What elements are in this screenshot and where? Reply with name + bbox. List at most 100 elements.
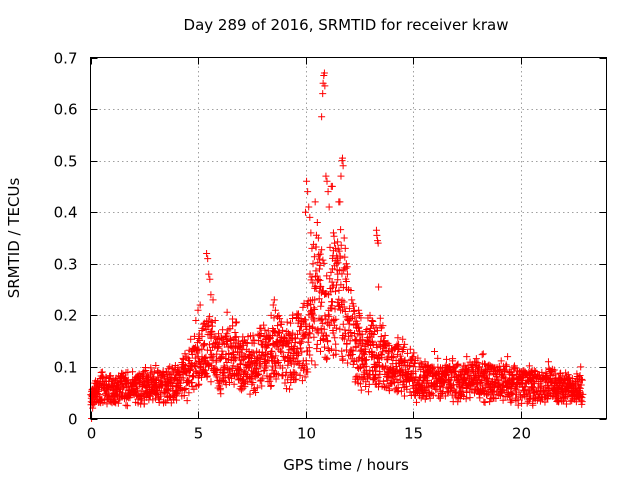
data-point <box>356 380 364 388</box>
data-point <box>339 320 347 328</box>
data-point <box>370 331 378 339</box>
data-point <box>324 338 332 346</box>
data-point <box>329 329 337 337</box>
data-point <box>261 356 269 364</box>
data-point <box>381 332 389 340</box>
data-point <box>339 162 347 170</box>
data-point <box>318 113 326 121</box>
data-point <box>486 398 494 406</box>
data-point <box>578 398 586 406</box>
data-point <box>173 396 181 404</box>
data-point <box>340 234 348 242</box>
data-point <box>397 387 405 395</box>
y-axis-title: SRMTID / TECUs <box>5 178 23 299</box>
data-point <box>308 244 316 252</box>
data-point <box>152 361 160 369</box>
data-point <box>358 330 366 338</box>
data-point <box>509 371 517 379</box>
data-point <box>241 383 249 391</box>
data-point <box>179 374 187 382</box>
data-point <box>335 295 343 303</box>
data-point <box>409 353 417 361</box>
data-point <box>365 388 373 396</box>
data-point <box>281 334 289 342</box>
data-point <box>340 303 348 311</box>
data-point <box>229 315 237 323</box>
data-point <box>316 276 324 284</box>
data-point <box>401 340 409 348</box>
data-point <box>189 373 197 381</box>
data-point <box>211 366 219 374</box>
data-point <box>325 203 333 211</box>
data-point <box>380 377 388 385</box>
data-point <box>562 400 570 408</box>
data-point <box>185 389 193 397</box>
data-point <box>341 308 349 316</box>
data-point <box>364 338 372 346</box>
data-point <box>394 387 402 395</box>
data-point <box>374 373 382 381</box>
data-point <box>191 354 199 362</box>
data-point <box>271 306 279 314</box>
data-point <box>229 322 237 330</box>
data-point <box>299 366 307 374</box>
data-point <box>331 239 339 247</box>
data-point <box>532 367 540 375</box>
data-point <box>311 198 319 206</box>
data-point <box>477 378 485 386</box>
data-point <box>311 361 319 369</box>
data-point <box>274 322 282 330</box>
data-point <box>333 298 341 306</box>
data-point <box>312 267 320 275</box>
data-point <box>353 320 361 328</box>
data-point <box>328 278 336 286</box>
data-point <box>412 398 420 406</box>
data-point <box>405 377 413 385</box>
data-point <box>337 241 345 249</box>
data-point <box>209 296 217 304</box>
data-point <box>259 374 267 382</box>
data-point <box>325 312 333 320</box>
data-point <box>462 395 470 403</box>
y-tick-label: 0.3 <box>54 256 78 274</box>
data-point <box>309 260 317 268</box>
data-point <box>307 276 315 284</box>
data-point <box>233 318 241 326</box>
axis-ticks: 0 0.1 0.2 0.3 0.4 0.5 0.6 0.7 0 5 10 15 20 <box>54 50 607 443</box>
data-point <box>192 368 200 376</box>
data-point <box>147 364 155 372</box>
data-point <box>443 355 451 363</box>
data-point <box>274 357 282 365</box>
data-point <box>317 347 325 355</box>
data-point <box>194 381 202 389</box>
y-tick-label: 0.2 <box>54 307 78 325</box>
data-point <box>503 362 511 370</box>
data-point <box>332 346 340 354</box>
data-point <box>213 371 221 379</box>
data-point <box>339 283 347 291</box>
data-point <box>410 359 418 367</box>
data-point <box>307 229 315 237</box>
data-point <box>463 353 471 361</box>
data-point <box>378 351 386 359</box>
data-point <box>298 348 306 356</box>
data-point <box>208 322 216 330</box>
data-point <box>421 387 429 395</box>
data-point <box>260 367 268 375</box>
data-point <box>399 335 407 343</box>
data-point <box>194 306 202 314</box>
data-point <box>341 244 349 252</box>
data-point <box>382 362 390 370</box>
data-point <box>313 219 321 227</box>
data-point <box>286 346 294 354</box>
data-point <box>252 388 260 396</box>
data-point <box>403 385 411 393</box>
data-point <box>478 351 486 359</box>
data-point <box>514 401 522 409</box>
data-point <box>277 347 285 355</box>
data-point <box>368 337 376 345</box>
data-point <box>370 328 378 336</box>
data-point <box>308 357 316 365</box>
data-point <box>385 349 393 357</box>
data-point <box>271 358 279 366</box>
